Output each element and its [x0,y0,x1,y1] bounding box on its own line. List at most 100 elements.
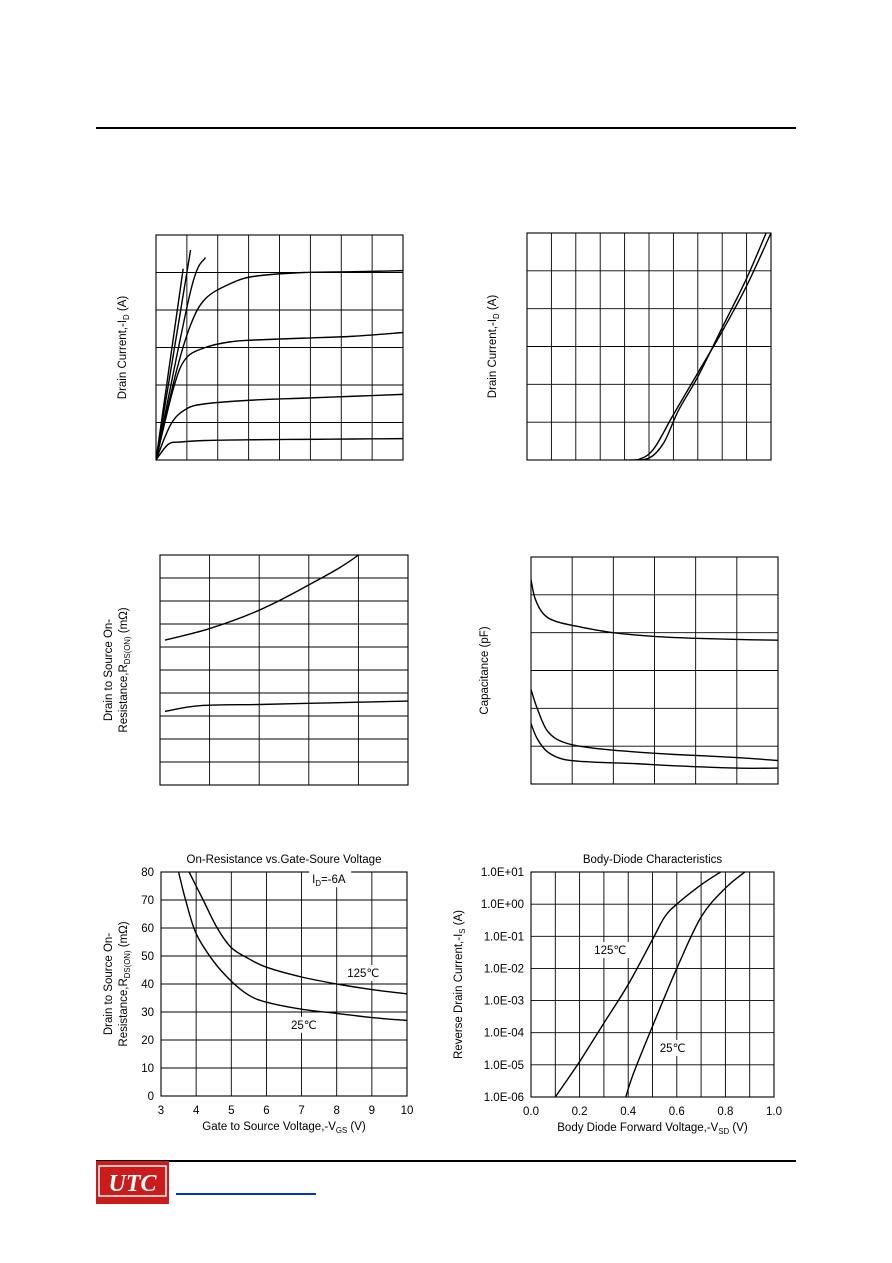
y-tick-label: 80 [141,867,154,879]
series-line [629,233,767,460]
y-tick-label: 1.0E-04 [484,1028,525,1040]
plot-frame [530,556,779,785]
header-rule [96,127,796,129]
y-axis-label: Capacitance (pF) [479,626,491,714]
y-tick-label: 70 [141,895,154,907]
y-tick-label: 20 [141,1035,154,1047]
grid [161,872,407,1096]
on-resistance-vs-gate-source-voltage-chart: On-Resistance vs.Gate-Soure Voltage 3 4 5 6 7… [103,854,414,1135]
series-group [177,872,407,1022]
y-tick-label: 30 [141,1007,154,1019]
grid [156,235,403,460]
plot-frame [526,232,772,461]
y-tick-label: 1.0E-06 [484,1092,524,1104]
series-line [156,268,184,460]
chart-annotation: ID=-6A [312,874,346,888]
x-tick-label: 0.4 [620,1106,637,1118]
y-tick-label: 1.0E-01 [484,931,524,943]
chart-annotation: 25℃ [660,1043,686,1055]
grid [531,872,774,1097]
y-tick-label: 1.0E-02 [484,963,524,975]
grid [531,557,778,784]
y-axis-label-line: Drain to Source On- [103,619,115,721]
series-line [156,393,403,460]
y-axis-label: Reverse Drain Current,-IS (A) [453,910,467,1059]
series-line [624,233,771,460]
series-group [156,249,403,460]
x-tick-label: 0.6 [669,1106,685,1118]
grid [527,233,771,460]
x-tick-label: 5 [228,1105,234,1117]
chart-title: On-Resistance vs.Gate-Soure Voltage [187,854,382,866]
series-group [624,233,771,460]
series-line [156,331,403,460]
series-group [531,579,778,769]
y-axis-label: Drain to Source On- Resistance,RDS(ON) (m… [103,921,132,1046]
y-axis-label: Drain Current,-ID (A) [117,296,131,400]
y-tick-label: 1.0E+01 [481,867,524,879]
y-tick-label: 50 [141,951,154,963]
series-line [164,700,408,713]
y-axis-label-line: Drain Current,-ID (A) [117,296,131,400]
x-tick-label: 1.0 [766,1106,782,1118]
chart-title: Body-Diode Characteristics [583,854,723,866]
y-axis-label: Drain Current,-ID (A) [487,295,501,399]
series-line [156,437,403,460]
x-axis-label: Body Diode Forward Voltage,-VSD (V) [557,1122,748,1136]
series-line [164,555,360,641]
plot-frame [530,871,775,1098]
series-line [188,872,407,995]
y-axis-label-line: Capacitance (pF) [479,626,491,714]
series-line [156,269,403,460]
y-tick-label: 10 [141,1063,154,1075]
x-tick-label: 10 [401,1105,414,1117]
y-axis-label-line: Resistance,RDS(ON) (mΩ) [118,921,132,1046]
series-line [156,249,192,460]
footer-link[interactable] [176,1193,316,1195]
y-tick-label: 60 [141,923,154,935]
x-tick-label: 0.0 [523,1106,539,1118]
plot-frame [155,234,404,461]
series-line [177,872,407,1022]
y-axis-label-line: Reverse Drain Current,-IS (A) [453,910,467,1059]
x-tick-label: 6 [263,1105,269,1117]
x-tick-label: 3 [158,1105,164,1117]
y-axis-label-line: Drain Current,-ID (A) [487,295,501,399]
body-diode-characteristics-chart: Body-Diode Characteristics 0.0 0.2 0.4 0.6 0.… [453,854,782,1136]
x-tick-label: 9 [369,1105,375,1117]
y-tick-label: 1.0E-03 [484,996,524,1008]
series-line [156,257,207,460]
y-axis-label-line: Drain to Source On- [103,933,115,1035]
x-tick-label: 7 [298,1105,304,1117]
utc-logo: UTC [96,1161,169,1204]
series-group [164,555,408,713]
series-line [531,579,778,641]
plot-frame [160,871,408,1097]
y-axis-label-line: Resistance,RDS(ON) (mΩ) [118,607,132,732]
series-group [554,872,746,1097]
chart-annotation: 125℃ [594,945,626,957]
series-line [554,872,721,1097]
plot-frame [159,554,409,786]
on-resistance-vs-drain-current-chart: Drain to Source On- Resistance,RDS(ON) (m… [103,554,409,786]
y-axis-label: Drain to Source On- Resistance,RDS(ON) (m… [103,607,132,732]
x-tick-label: 0.8 [717,1106,733,1118]
series-line [531,723,778,769]
grid [160,555,408,785]
series-line [625,872,746,1097]
series-line [531,689,778,762]
x-tick-label: 8 [334,1105,340,1117]
chart-annotation: 25℃ [291,1020,317,1032]
y-tick-label: 0 [148,1091,154,1103]
logo-text: UTC [109,1171,158,1197]
chart-annotation: 125℃ [347,968,379,980]
x-axis-label: Gate to Source Voltage,-VGS (V) [202,1121,366,1135]
x-tick-label: 4 [193,1105,200,1117]
footer-rule [96,1160,796,1162]
x-tick-label: 0.2 [572,1106,588,1118]
y-tick-label: 1.0E-05 [484,1060,524,1072]
y-tick-label: 1.0E+00 [481,899,524,911]
output-characteristics-chart: Drain Current,-ID (A) [117,234,404,461]
transfer-characteristics-chart: Drain Current,-ID (A) [487,232,772,461]
y-tick-label: 40 [141,979,154,991]
